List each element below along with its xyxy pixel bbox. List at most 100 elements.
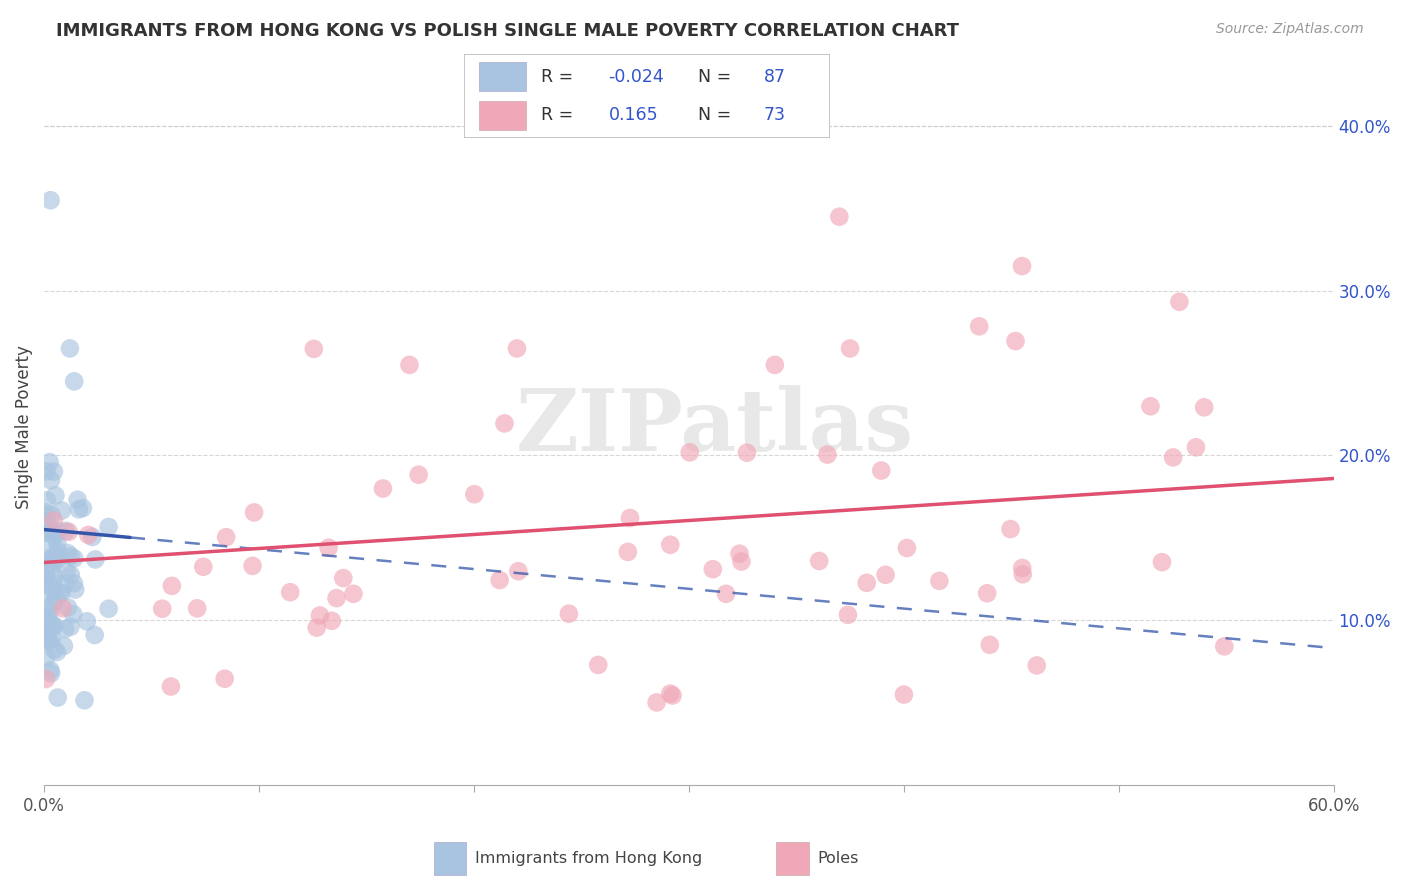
Point [38,553,60,567]
Point [41,508,63,523]
Point [38,455,60,469]
Point [39,663,62,677]
Point [35,509,58,524]
Point [46,690,69,705]
Point [83,628,105,642]
Point [53,576,76,591]
Point [44,570,66,584]
Point [302,342,325,356]
Point [702,562,724,576]
Point [52,639,75,653]
Point [34,505,56,519]
Point [494,417,516,431]
FancyBboxPatch shape [776,842,808,874]
Point [44,642,66,657]
Text: -0.024: -0.024 [609,69,664,87]
Point [617,545,640,559]
Text: IMMIGRANTS FROM HONG KONG VS POLISH SINGLE MALE POVERTY CORRELATION CHART: IMMIGRANTS FROM HONG KONG VS POLISH SING… [56,22,959,40]
Point [837,607,859,622]
Point [35,551,58,566]
Point [714,587,737,601]
Point [46,544,69,558]
Point [928,574,950,588]
Point [56,600,79,615]
Point [77,528,100,542]
Text: R =: R = [541,69,574,87]
Point [42,513,65,527]
Point [42,465,65,479]
Point [619,511,641,525]
Point [870,464,893,478]
FancyBboxPatch shape [433,842,467,874]
Point [875,567,897,582]
Point [728,547,751,561]
Point [38,632,60,647]
Point [34,574,56,588]
Point [1004,334,1026,348]
Point [659,687,682,701]
Point [735,446,758,460]
Point [39,554,62,568]
Point [34,569,56,583]
Point [186,601,208,615]
Point [893,688,915,702]
Point [37,633,59,648]
Point [37,609,59,624]
Point [51,503,73,517]
Point [1011,561,1033,575]
Point [214,672,236,686]
Point [62,607,84,622]
Text: Poles: Poles [817,851,859,866]
Point [193,559,215,574]
Point [48,524,70,539]
Point [53,622,76,636]
Point [44,529,66,543]
Point [808,554,831,568]
Point [55,565,77,579]
Point [65,582,87,597]
Point [39,605,62,619]
Point [342,587,364,601]
Point [150,601,173,615]
Point [38,517,60,532]
Point [976,586,998,600]
Point [558,607,581,621]
Point [63,375,86,389]
Point [839,342,862,356]
Point [44,488,66,502]
Point [41,525,63,540]
Point [242,558,264,573]
Point [59,342,82,356]
Point [35,464,58,478]
Point [35,493,58,508]
Point [34,612,56,626]
Point [645,695,668,709]
Point [37,586,59,600]
Point [76,615,98,629]
Point [243,505,266,519]
Point [1213,640,1236,654]
Point [82,530,104,544]
Point [34,525,56,540]
Point [679,445,702,459]
Text: N =: N = [697,69,731,87]
Point [1150,555,1173,569]
Text: 87: 87 [763,69,786,87]
Point [48,586,70,600]
Point [45,591,67,606]
Point [58,524,80,539]
Point [828,210,851,224]
Point [39,473,62,487]
Point [896,541,918,555]
Point [325,591,347,606]
Point [41,632,63,647]
Point [1185,440,1208,454]
Point [42,575,65,590]
Point [661,689,683,703]
Point [38,557,60,571]
Point [1168,294,1191,309]
Point [305,621,328,635]
Point [855,575,877,590]
Point [72,501,94,516]
Point [278,585,301,599]
